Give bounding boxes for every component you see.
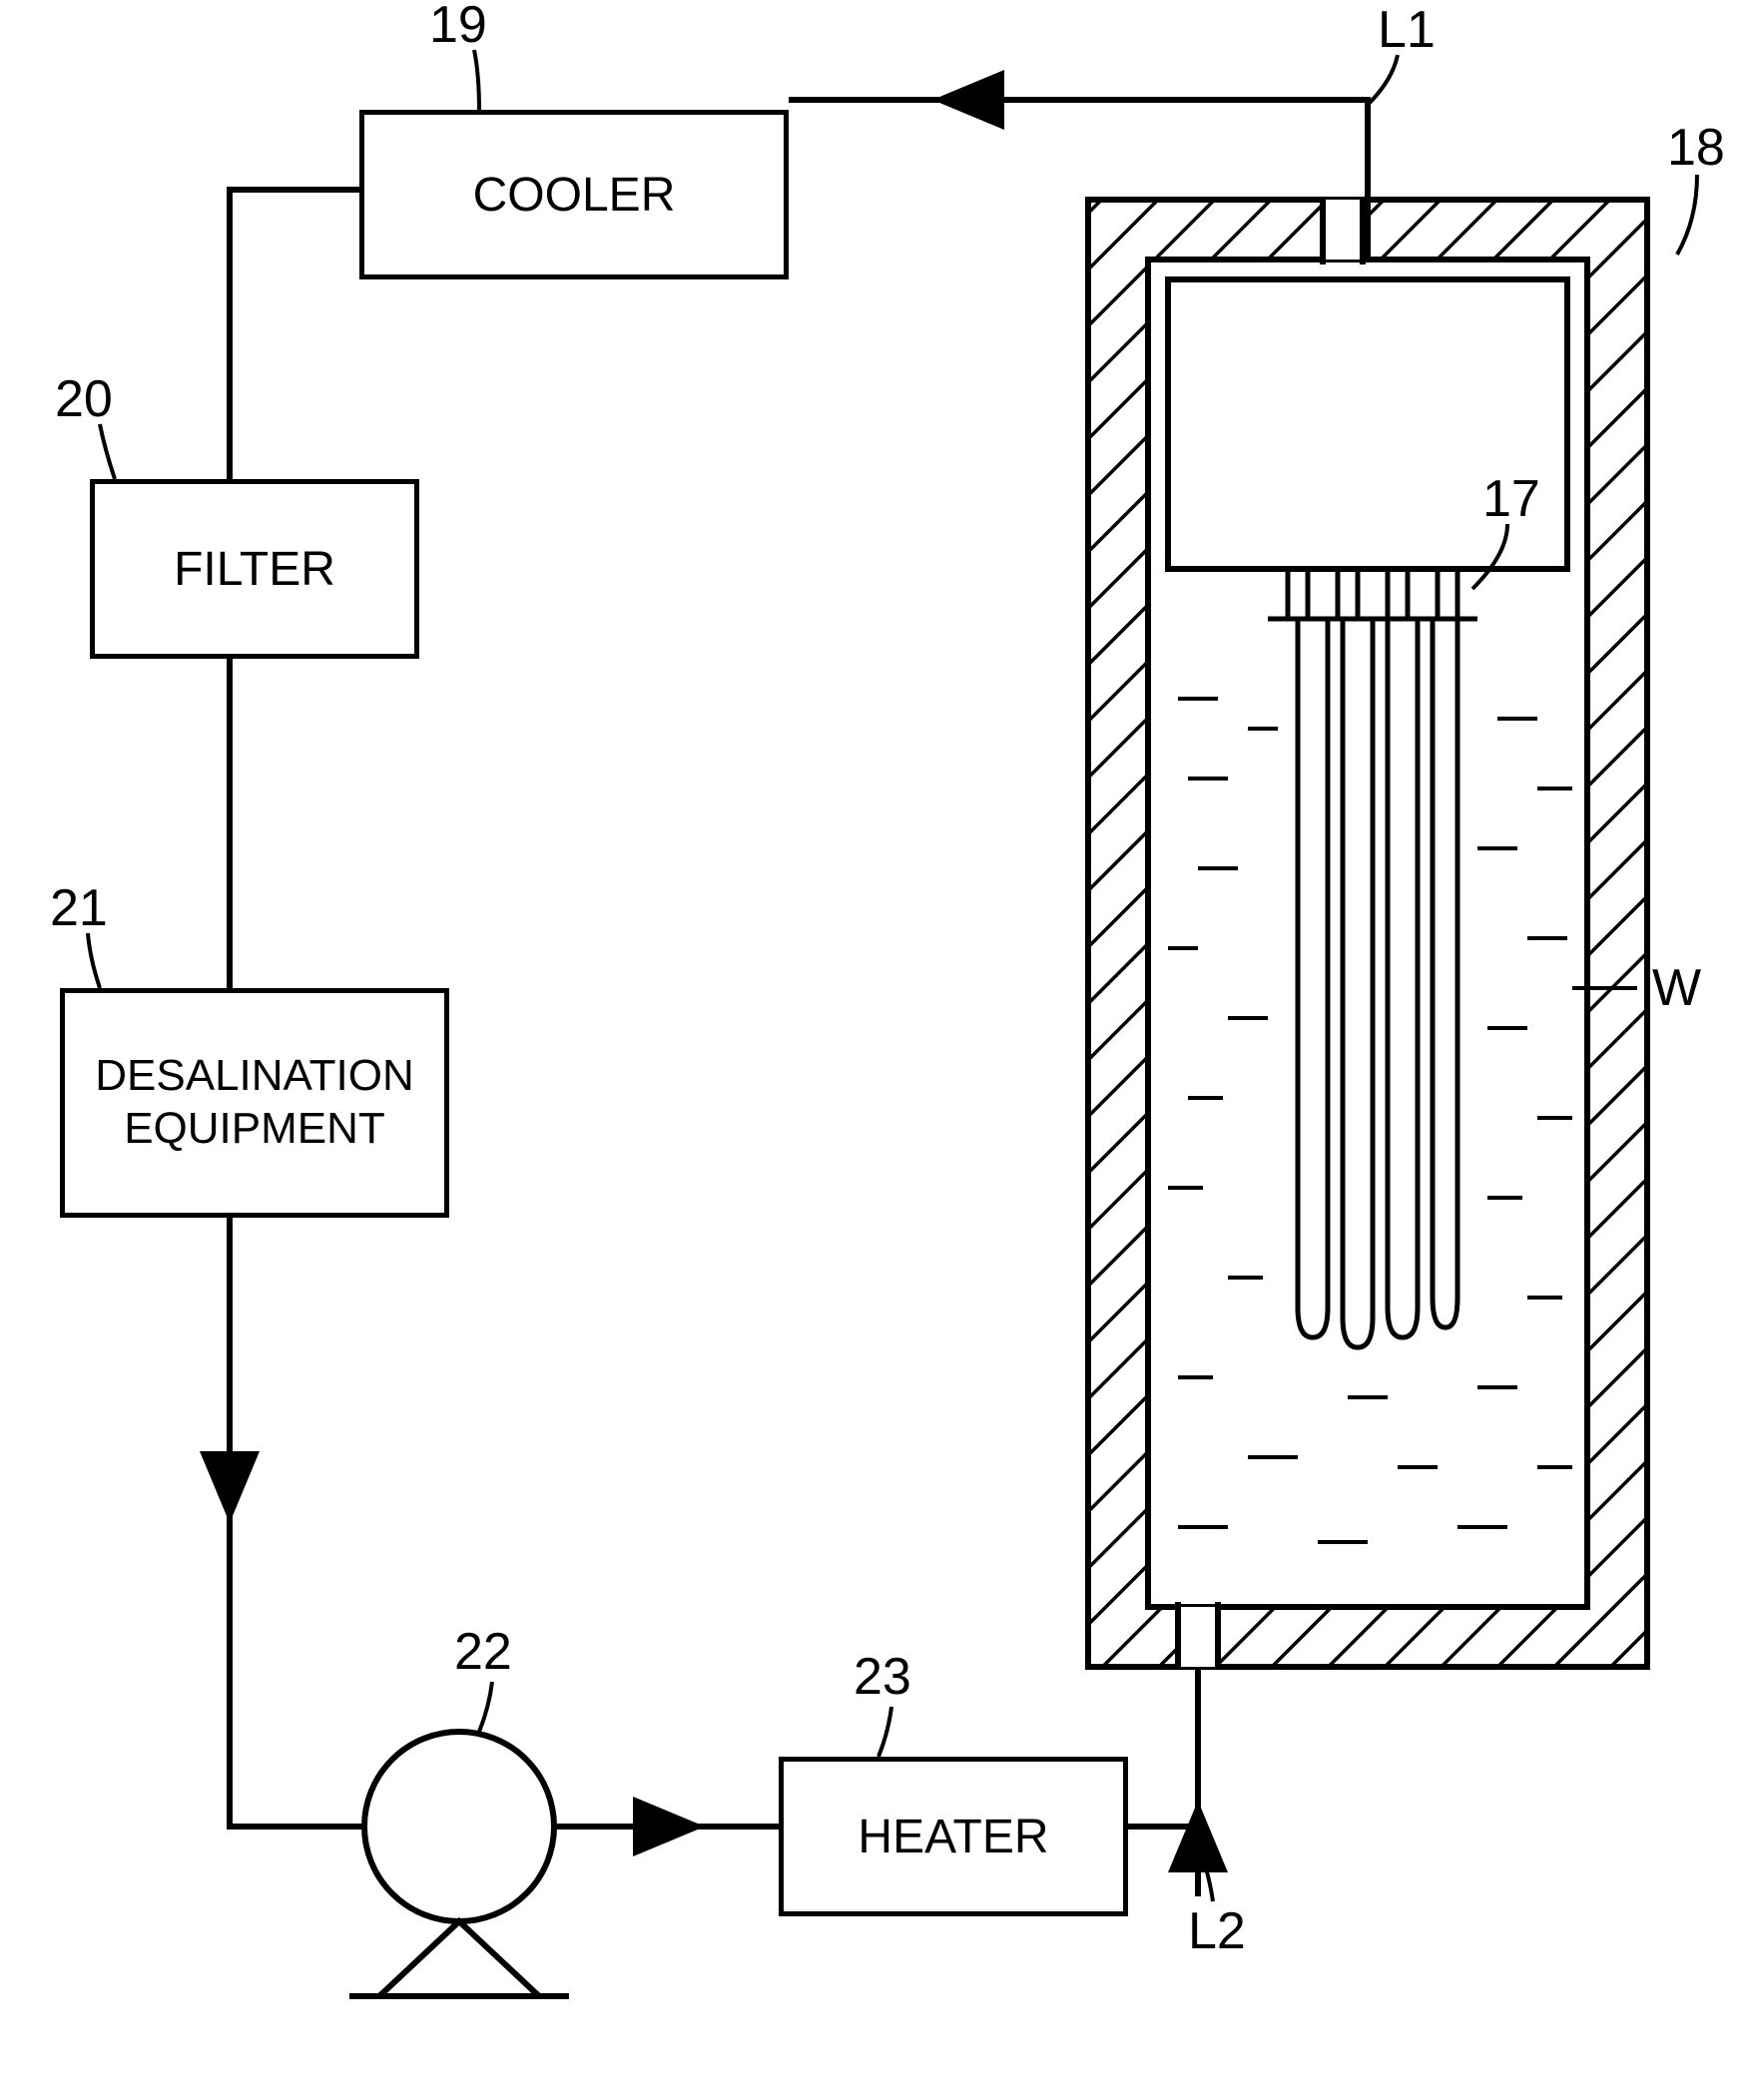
- desal-box: DESALINATION EQUIPMENT: [60, 988, 449, 1218]
- label-23: 23: [854, 1647, 911, 1707]
- label-19: 19: [429, 0, 487, 55]
- vessel: [1088, 200, 1647, 1667]
- desal-label: DESALINATION EQUIPMENT: [95, 1050, 413, 1156]
- label-20: 20: [55, 369, 113, 429]
- filter-box: FILTER: [90, 479, 419, 659]
- heater-label: HEATER: [858, 1810, 1048, 1864]
- label-L1: L1: [1378, 0, 1436, 60]
- label-18: 18: [1667, 118, 1725, 178]
- label-L2: L2: [1188, 1901, 1246, 1961]
- filter-label: FILTER: [174, 542, 335, 597]
- label-W: W: [1652, 958, 1701, 1018]
- pump: [349, 1732, 569, 1996]
- label-21: 21: [50, 878, 108, 938]
- heater-box: HEATER: [779, 1757, 1128, 1916]
- cooler-box: COOLER: [359, 110, 789, 279]
- label-22: 22: [454, 1622, 512, 1682]
- label-17: 17: [1482, 469, 1540, 529]
- diagram-canvas: COOLER FILTER DESALINATION EQUIPMENT HEA…: [0, 0, 1750, 2100]
- cooler-label: COOLER: [473, 168, 676, 223]
